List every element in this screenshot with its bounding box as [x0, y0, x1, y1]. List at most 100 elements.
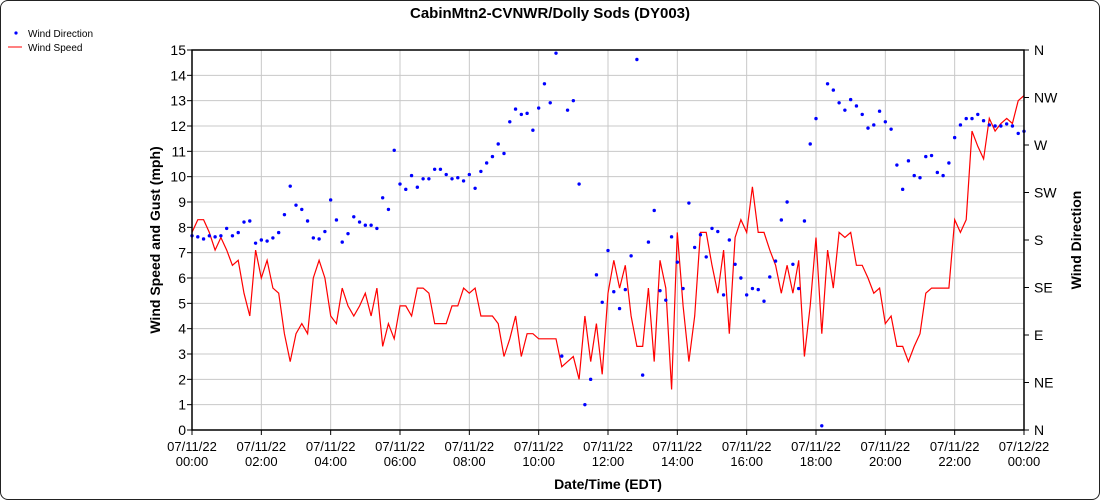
- x-tick-time: 06:00: [384, 454, 417, 469]
- x-tick-time: 04:00: [314, 454, 347, 469]
- wind-direction-point: [253, 241, 258, 245]
- wind-direction-point: [952, 135, 957, 140]
- x-tick-time: 00:00: [176, 454, 209, 469]
- wind-direction-point: [398, 182, 402, 186]
- wind-direction-point: [207, 234, 212, 238]
- x-tick-date: 07/11/22: [514, 439, 564, 454]
- wind-direction-point: [906, 159, 911, 163]
- wind-direction-point: [201, 237, 206, 241]
- y2-tick-label: W: [1034, 137, 1048, 153]
- wind-direction-point: [513, 107, 518, 111]
- wind-direction-point: [224, 226, 229, 231]
- y-tick-label: 4: [178, 321, 186, 337]
- y-tick-label: 0: [178, 422, 186, 438]
- wind-direction-point: [796, 286, 801, 291]
- x-tick-date: 07/11/22: [167, 439, 217, 454]
- wind-direction-point: [889, 127, 893, 131]
- wind-direction-point: [987, 123, 992, 127]
- wind-direction-point: [646, 240, 651, 244]
- x-tick-date: 07/11/22: [653, 439, 703, 454]
- wind-direction-point: [993, 124, 997, 128]
- legend-speed-label: Wind Speed: [28, 43, 82, 54]
- wind-direction-point: [583, 402, 587, 407]
- y-axis-title: Wind Speed and Gust (mph): [147, 146, 163, 333]
- grid: [191, 49, 1025, 431]
- wind-direction-point: [531, 128, 535, 132]
- y2-tick-label: SW: [1034, 185, 1057, 201]
- wind-direction-point: [450, 177, 454, 181]
- wind-direction-point: [334, 218, 339, 222]
- y-tick-label: 13: [170, 93, 186, 109]
- wind-direction-point: [687, 201, 691, 205]
- wind-direction-point: [242, 220, 246, 224]
- wind-direction-point: [606, 248, 610, 253]
- chart-title: CabinMtn2-CVNWR/Dolly Sods (DY003): [410, 5, 690, 22]
- wind-direction-point: [444, 172, 448, 177]
- wind-direction-point: [1010, 124, 1015, 128]
- wind-direction-point: [265, 239, 269, 243]
- wind-direction-point: [346, 231, 350, 236]
- x-tick-time: 10:00: [522, 454, 555, 469]
- wind-direction-point: [935, 170, 940, 175]
- y-tick-label: 10: [170, 169, 186, 185]
- wind-direction-point: [820, 424, 824, 428]
- wind-direction-point: [981, 119, 986, 123]
- wind-direction-point: [739, 276, 743, 280]
- wind-direction-point: [837, 101, 841, 105]
- wind-direction-point: [808, 142, 812, 146]
- wind-direction-point: [785, 200, 789, 204]
- y2-tick-label: S: [1034, 232, 1043, 248]
- wind-direction-point: [496, 142, 500, 146]
- plot-border: [191, 49, 1025, 431]
- x-tick-date: 07/11/22: [306, 439, 356, 454]
- wind-direction-point: [640, 373, 645, 377]
- y2-tick-label: NW: [1034, 90, 1058, 106]
- y-axis-right: N NE E SE S SW W NW N: [1024, 42, 1058, 438]
- wind-direction-point: [929, 153, 934, 158]
- wind-direction-point: [664, 298, 668, 302]
- wind-direction-point: [698, 233, 703, 237]
- wind-direction-point: [877, 109, 882, 113]
- wind-direction-point: [288, 184, 292, 188]
- wind-direction-point: [311, 236, 316, 240]
- wind-direction-point: [294, 203, 298, 207]
- wind-direction-point: [692, 245, 697, 250]
- wind-direction-point: [843, 108, 847, 112]
- wind-direction-point: [571, 98, 576, 103]
- y-tick-label: 6: [178, 270, 186, 286]
- wind-direction-point: [317, 237, 321, 241]
- wind-direction-point: [999, 124, 1003, 128]
- wind-direction-point: [300, 207, 304, 212]
- wind-direction-point: [386, 207, 391, 212]
- wind-direction-point: [213, 235, 217, 239]
- y-tick-label: 9: [178, 194, 186, 210]
- x-tick-date: 07/11/22: [791, 439, 841, 454]
- wind-direction-point: [941, 173, 945, 178]
- wind-direction-point: [733, 262, 737, 266]
- wind-direction-point: [438, 167, 443, 171]
- wind-direction-point: [276, 230, 281, 235]
- wind-direction-point: [1004, 122, 1009, 126]
- wind-direction-point: [560, 354, 564, 358]
- x-tick-time: 00:00: [1008, 454, 1041, 469]
- wind-direction-point: [721, 293, 726, 297]
- wind-direction-point: [825, 82, 830, 86]
- x-tick-date: 07/11/22: [583, 439, 633, 454]
- wind-direction-point: [404, 187, 408, 192]
- wind-direction-point: [895, 163, 899, 167]
- wind-direction-point: [629, 254, 633, 258]
- wind-direction-point: [219, 234, 223, 238]
- x-axis-title: Date/Time (EDT): [554, 476, 662, 492]
- wind-direction-point: [548, 101, 552, 105]
- wind-direction-point: [947, 161, 951, 165]
- wind-direction-point: [380, 196, 385, 200]
- y-tick-label: 11: [171, 143, 186, 159]
- y-tick-label: 12: [170, 118, 186, 134]
- wind-direction-point: [860, 112, 864, 117]
- wind-direction-point: [230, 234, 235, 238]
- y-tick-label: 7: [178, 245, 186, 261]
- wind-direction-point: [612, 290, 616, 294]
- wind-direction-point: [756, 287, 760, 292]
- y2-tick-label: E: [1034, 327, 1043, 343]
